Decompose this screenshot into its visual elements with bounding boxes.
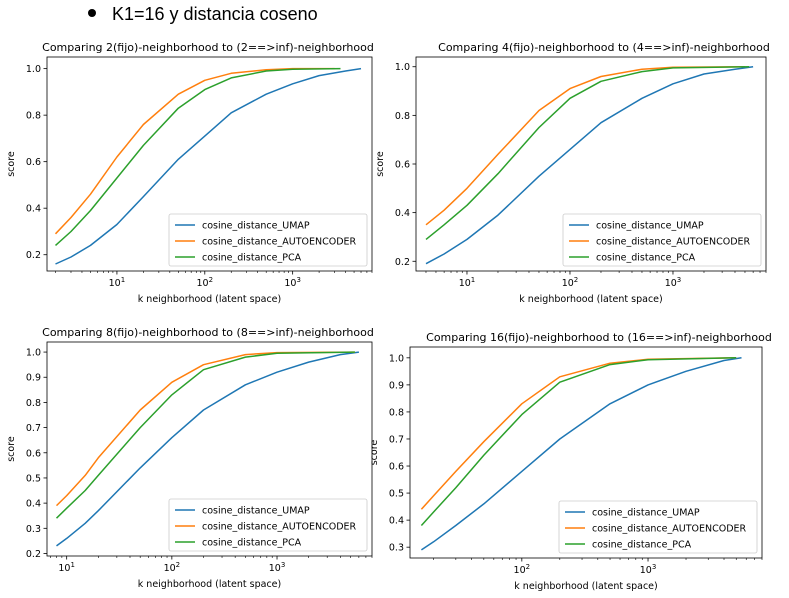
series-line-1 [55,67,362,265]
y-tick-label: 0.3 [389,543,404,554]
series-line-3 [55,351,355,519]
legend-label: cosine_distance_AUTOENCODER [202,237,357,248]
legend-box [168,213,368,267]
legend-label: cosine_distance_AUTOENCODER [596,237,751,248]
series-line-3 [420,357,737,527]
y-tick-label: 1.0 [26,64,41,75]
y-tick-label: 0.6 [389,462,404,473]
y-tick-label: 0.7 [26,423,41,434]
chart-panel-4: Comparing 16(fijo)-neighborhood to (16==… [369,331,772,592]
y-tick-label: 1.0 [26,348,41,359]
legend-label: cosine_distance_PCA [596,253,696,264]
chart-title: Comparing 2(fijo)-neighborhood to (2==>i… [42,41,374,54]
y-tick-label: 0.9 [389,380,404,391]
y-tick-label: 0.4 [395,208,410,219]
y-tick-label: 0.2 [26,250,41,261]
x-tick-label: 102 [562,276,579,289]
legend-label: cosine_distance_PCA [592,540,692,551]
y-tick-label: 0.5 [389,489,404,500]
chart-panel-3: Comparing 8(fijo)-neighborhood to (8==>i… [6,326,374,590]
x-axis-label: k neighborhood (latent space) [514,581,657,592]
chart-panel-2: Comparing 4(fijo)-neighborhood to (4==>i… [375,41,770,305]
series-line-1 [425,65,754,265]
y-tick-label: 0.5 [26,473,41,484]
x-tick-label: 103 [284,276,301,289]
series-line-3 [425,65,750,240]
x-axis-label: k neighborhood (latent space) [138,294,281,305]
x-tick-label: 101 [109,276,126,289]
y-tick-label: 0.2 [26,549,41,560]
y-tick-label: 1.0 [389,353,404,364]
y-tick-label: 0.8 [395,111,410,122]
legend-box [558,500,758,554]
chart-title: Comparing 8(fijo)-neighborhood to (8==>i… [42,326,374,339]
plot-frame [409,346,763,559]
series-line-1 [420,357,742,551]
y-tick-label: 0.6 [26,448,41,459]
y-tick-label: 0.8 [26,111,41,122]
y-tick-label: 0.4 [26,204,41,215]
legend: cosine_distance_UMAP cosine_distance_AUTO… [558,500,758,554]
legend-label: cosine_distance_UMAP [592,508,700,519]
y-axis-label: score [375,151,386,177]
legend-box [562,213,762,267]
legend-label: cosine_distance_PCA [202,538,302,549]
x-axis-label: k neighborhood (latent space) [138,579,281,590]
legend: cosine_distance_UMAP cosine_distance_AUTO… [168,213,368,267]
series-line-2 [420,357,737,510]
slide-heading: K1=16 y distancia coseno [88,4,318,25]
y-tick-label: 0.8 [26,398,41,409]
y-axis-label: score [369,440,380,466]
series-line-2 [55,351,355,507]
y-tick-label: 0.9 [26,373,41,384]
x-tick-label: 102 [197,276,214,289]
legend-label: cosine_distance_AUTOENCODER [202,522,357,533]
legend-label: cosine_distance_AUTOENCODER [592,524,747,535]
y-tick-label: 0.6 [26,157,41,168]
x-axis-label: k neighborhood (latent space) [519,294,662,305]
series-line-2 [54,67,335,235]
x-tick-label: 103 [269,561,286,574]
x-tick-label: 102 [514,563,531,576]
y-tick-label: 0.7 [389,434,404,445]
plot-frame [46,341,373,557]
y-tick-label: 0.8 [389,407,404,418]
series-line-3 [54,67,341,246]
legend-label: cosine_distance_UMAP [202,506,310,517]
y-tick-label: 0.4 [26,499,41,510]
x-tick-label: 103 [640,563,657,576]
y-tick-label: 0.4 [389,516,404,527]
bullet-icon [88,9,96,18]
plot-frame [46,56,373,272]
legend: cosine_distance_UMAP cosine_distance_AUTO… [562,213,762,267]
legend-label: cosine_distance_UMAP [596,221,704,232]
y-axis-label: score [6,436,17,462]
chart-title: Comparing 16(fijo)-neighborhood to (16==… [426,331,772,344]
y-tick-label: 0.6 [395,160,410,171]
legend-label: cosine_distance_UMAP [202,221,310,232]
heading-text: K1=16 y distancia coseno [112,4,318,24]
x-tick-label: 101 [459,276,476,289]
series-line-1 [56,351,359,547]
legend-box [168,498,368,552]
x-tick-label: 102 [164,561,181,574]
y-tick-label: 1.0 [395,62,410,73]
series-line-2 [425,65,746,226]
y-axis-label: score [6,151,17,177]
legend-label: cosine_distance_PCA [202,253,302,264]
y-tick-label: 0.3 [26,524,41,535]
legend: cosine_distance_UMAP cosine_distance_AUTO… [168,498,368,552]
chart-panel-1: Comparing 2(fijo)-neighborhood to (2==>i… [6,41,374,305]
y-tick-label: 0.2 [395,257,410,268]
chart-title: Comparing 4(fijo)-neighborhood to (4==>i… [438,41,770,54]
x-tick-label: 103 [665,276,682,289]
x-tick-label: 101 [58,561,75,574]
